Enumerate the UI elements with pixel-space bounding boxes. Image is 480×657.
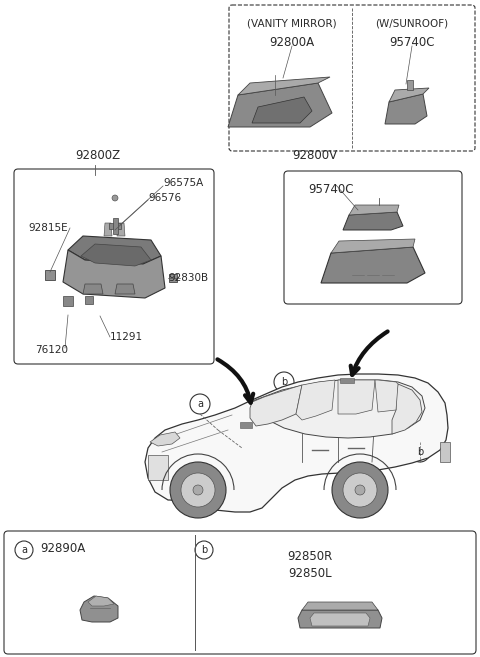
Polygon shape: [115, 284, 135, 294]
Polygon shape: [150, 432, 180, 446]
Text: 92800Z: 92800Z: [75, 149, 120, 162]
Polygon shape: [104, 223, 112, 236]
Bar: [109, 223, 121, 229]
Polygon shape: [85, 296, 93, 304]
Polygon shape: [88, 596, 114, 606]
Polygon shape: [338, 380, 375, 414]
Polygon shape: [296, 380, 335, 420]
Text: 76120: 76120: [35, 345, 68, 355]
Circle shape: [343, 473, 377, 507]
Text: 96575A: 96575A: [163, 178, 203, 188]
Polygon shape: [45, 270, 55, 280]
Polygon shape: [68, 236, 161, 264]
Text: 95740C: 95740C: [389, 36, 435, 49]
Bar: [340, 378, 354, 383]
Bar: [240, 422, 252, 428]
Text: 92830B: 92830B: [168, 273, 208, 283]
Circle shape: [355, 485, 365, 495]
Text: 92800A: 92800A: [269, 36, 314, 49]
Text: a: a: [197, 399, 203, 409]
Polygon shape: [349, 205, 399, 215]
Polygon shape: [321, 247, 425, 283]
Text: b: b: [417, 447, 423, 457]
Circle shape: [112, 195, 118, 201]
Text: (W/SUNROOF): (W/SUNROOF): [375, 18, 449, 28]
Text: 11291: 11291: [110, 332, 143, 342]
Polygon shape: [145, 374, 448, 512]
Polygon shape: [392, 384, 422, 434]
Text: 92815E: 92815E: [28, 223, 68, 233]
Polygon shape: [63, 250, 165, 298]
Text: b: b: [201, 545, 207, 555]
Circle shape: [181, 473, 215, 507]
Polygon shape: [343, 212, 403, 230]
Polygon shape: [385, 94, 427, 124]
Polygon shape: [238, 77, 330, 95]
Polygon shape: [375, 380, 398, 412]
Bar: [440, 442, 450, 462]
Text: 95740C: 95740C: [308, 183, 353, 196]
Bar: [113, 218, 118, 234]
Circle shape: [332, 462, 388, 518]
Polygon shape: [80, 596, 118, 622]
Polygon shape: [310, 613, 370, 626]
Bar: [148, 455, 168, 480]
Polygon shape: [63, 296, 73, 306]
Polygon shape: [250, 385, 302, 426]
Polygon shape: [252, 97, 312, 123]
Polygon shape: [228, 83, 332, 127]
Circle shape: [170, 462, 226, 518]
Text: a: a: [21, 545, 27, 555]
Polygon shape: [250, 380, 425, 438]
Text: b: b: [281, 377, 287, 387]
Text: (VANITY MIRROR): (VANITY MIRROR): [247, 18, 337, 28]
Polygon shape: [117, 223, 125, 236]
Polygon shape: [389, 88, 429, 102]
Polygon shape: [81, 244, 151, 266]
Polygon shape: [407, 80, 413, 90]
Circle shape: [193, 485, 203, 495]
Text: 96576: 96576: [148, 193, 181, 203]
Text: 92850R
92850L: 92850R 92850L: [288, 550, 333, 580]
Polygon shape: [169, 274, 177, 282]
Polygon shape: [83, 284, 103, 294]
Polygon shape: [331, 239, 415, 253]
Text: 92800V: 92800V: [292, 149, 337, 162]
Polygon shape: [302, 602, 378, 610]
Polygon shape: [298, 610, 382, 628]
Text: 92890A: 92890A: [40, 541, 85, 555]
